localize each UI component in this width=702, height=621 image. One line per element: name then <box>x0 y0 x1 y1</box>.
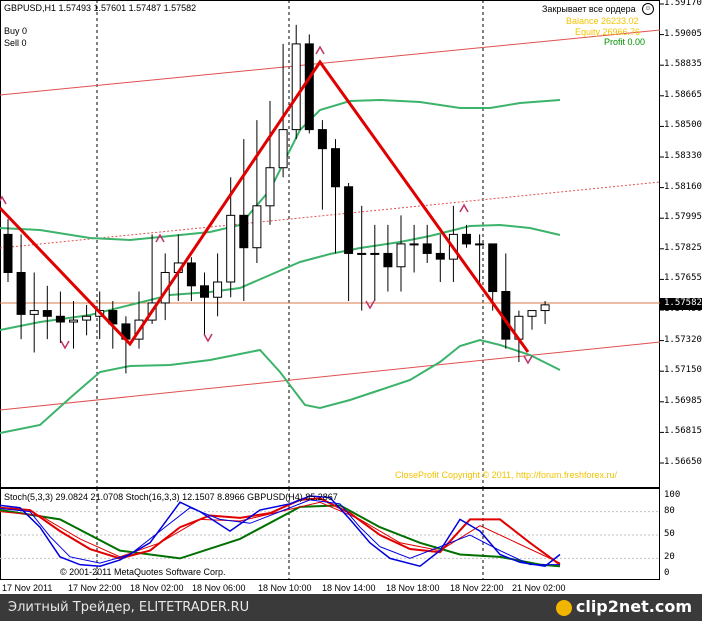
candle-bull <box>370 252 380 255</box>
oscillator-header: Stoch(5,3,3) 29.0824 21.0708 Stoch(16,3,… <box>4 492 338 502</box>
price-tick-label: 1.56815 <box>664 426 702 437</box>
candle-bull <box>527 310 537 317</box>
osc-tick-label: 20 <box>664 552 675 563</box>
price-tick-label: 1.57825 <box>664 242 702 253</box>
price-tick-label: 1.56985 <box>664 395 702 406</box>
candle-bear <box>3 233 13 273</box>
candle-bear <box>55 315 65 323</box>
fractal-down-icon <box>60 340 70 350</box>
price-tick-label: 1.57655 <box>664 273 702 284</box>
candle-bear <box>186 262 196 287</box>
candle-bull <box>278 129 288 169</box>
candle-bull <box>357 252 367 255</box>
time-tick-label: 18 Nov 18:00 <box>386 583 440 593</box>
price-tick-label: 1.57150 <box>664 365 702 376</box>
candle-bull <box>226 214 236 283</box>
osc-line-stoch16-main <box>0 497 561 566</box>
price-tick-label: 1.59005 <box>664 28 702 39</box>
buy-count: Buy 0 <box>4 26 28 36</box>
stochastic-panel[interactable] <box>0 488 702 580</box>
channel-upper <box>0 29 661 96</box>
band-middle <box>0 223 561 331</box>
time-tick-label: 17 Nov 22:00 <box>68 583 122 593</box>
price-tick-label: 1.58500 <box>664 120 702 131</box>
candle-bear <box>462 233 471 245</box>
time-tick-label: 18 Nov 22:00 <box>450 583 504 593</box>
fractal-down-icon <box>365 300 375 310</box>
candle-bull <box>69 319 78 323</box>
fractal-up-icon <box>315 45 325 55</box>
price-tick-label: 1.57995 <box>664 212 702 223</box>
close-all-button-icon[interactable]: ☺ <box>642 3 654 15</box>
osc-tick-label: 50 <box>664 529 675 539</box>
forum-caption: Элитный Трейдер, ELITETRADER.RU <box>8 600 250 615</box>
osc-tick-label: 100 <box>664 490 681 500</box>
candle-bull <box>540 304 550 312</box>
fractal-down-icon <box>523 355 533 365</box>
price-tick-label: 1.59170 <box>664 0 702 8</box>
candle-bear <box>304 43 314 131</box>
time-tick-label: 18 Nov 14:00 <box>322 583 376 593</box>
candle-bull <box>409 243 419 246</box>
metaquotes-copyright: © 2001-2011 MetaQuotes Software Corp. <box>60 567 226 577</box>
osc-tick-label: 80 <box>664 505 675 516</box>
candle-bear <box>42 310 52 317</box>
candle-bear <box>331 148 340 188</box>
fractal-up-icon <box>459 203 469 213</box>
candle-bear <box>16 271 26 315</box>
balance-text: Balance 26233.02 <box>566 16 639 26</box>
price-tick-label: 1.58835 <box>664 59 702 70</box>
candle-bull <box>265 167 275 207</box>
channel-lower <box>0 341 661 411</box>
osc-tick-label: 0 <box>664 568 670 578</box>
candle-bull <box>213 281 223 298</box>
time-tick-label: 18 Nov 10:00 <box>258 583 312 593</box>
fractal-down-icon <box>203 333 213 343</box>
price-tick-label: 1.56650 <box>664 457 702 467</box>
candle-bull <box>475 243 485 246</box>
sell-count: Sell 0 <box>4 38 27 48</box>
profit-text: Profit 0.00 <box>604 37 646 47</box>
time-tick-label: 17 Nov 2011 <box>2 583 53 593</box>
candle-bear <box>200 285 209 298</box>
candle-bear <box>344 186 354 254</box>
candle-bear <box>422 243 432 254</box>
candle-bear <box>488 243 498 293</box>
price-chart[interactable] <box>0 0 702 488</box>
candle-bear <box>383 252 393 268</box>
time-tick-label: 18 Nov 06:00 <box>192 583 246 593</box>
fractal-up-icon <box>155 233 165 243</box>
price-tick-label: 1.58330 <box>664 151 702 161</box>
candle-bull <box>29 310 39 315</box>
current-price-badge: 1.57582 <box>660 298 702 310</box>
time-tick-label: 18 Nov 02:00 <box>130 583 184 593</box>
fractal-up-icon <box>0 195 7 205</box>
closeprofit-copyright: CloseProfit Copyright © 2011, http://for… <box>395 470 618 480</box>
candle-bear <box>239 214 249 249</box>
candle-bear <box>317 129 327 150</box>
zigzag-line <box>0 59 530 353</box>
candle-bear <box>435 252 445 260</box>
close-all-label: Закрывает все ордера <box>542 4 636 14</box>
candle-bull <box>291 43 301 131</box>
osc-line-stoch5-signal <box>0 499 560 566</box>
symbol-info: GBPUSD,H1 1.57493 1.57601 1.57487 1.5758… <box>4 3 197 13</box>
watermark-bar: Элитный Трейдер, ELITETRADER.RU clip2net… <box>0 594 702 621</box>
band-lower <box>0 338 561 434</box>
time-tick-label: 21 Nov 02:00 <box>512 583 566 593</box>
price-tick-label: 1.58665 <box>664 89 702 100</box>
price-tick-label: 1.57320 <box>664 334 702 345</box>
osc-line-h4 <box>0 504 561 568</box>
price-tick-label: 1.58160 <box>664 181 702 192</box>
channel-middle <box>0 181 661 249</box>
candle-bull <box>252 205 262 249</box>
current-price-label: 1.57582 <box>664 298 702 308</box>
osc-line-stoch5-main <box>0 495 561 568</box>
candle-bull <box>396 243 406 268</box>
candle-bull <box>82 315 92 321</box>
clip2net-logo: clip2net.com <box>555 597 692 616</box>
equity-text: Equity 26966.76 <box>575 27 641 37</box>
